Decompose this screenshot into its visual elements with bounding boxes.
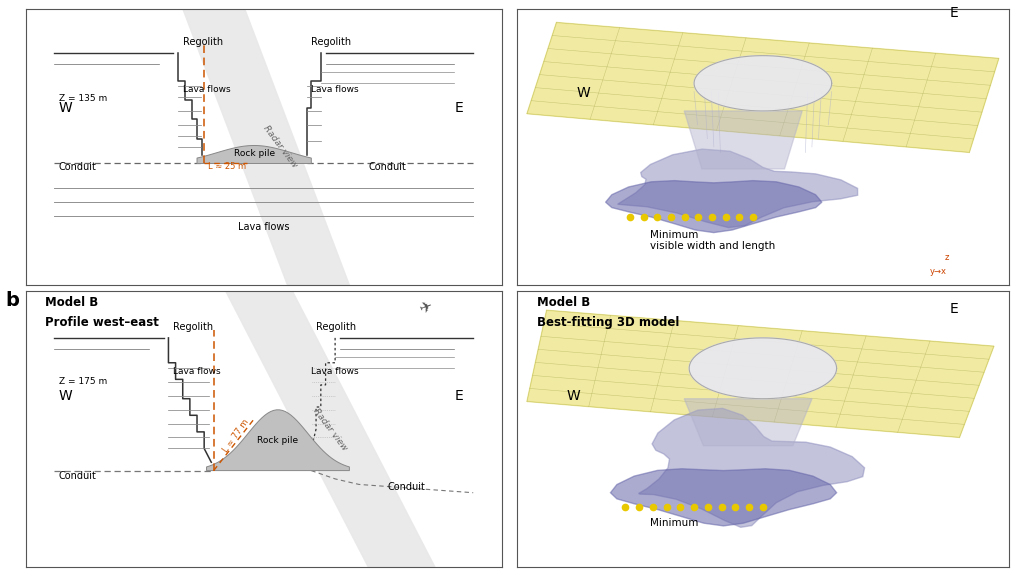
Text: W: W bbox=[59, 101, 73, 115]
Text: y→x: y→x bbox=[930, 267, 947, 276]
Text: Model B: Model B bbox=[45, 297, 98, 309]
Text: Conduit: Conduit bbox=[59, 162, 97, 172]
Polygon shape bbox=[527, 310, 994, 437]
Polygon shape bbox=[527, 22, 998, 153]
Polygon shape bbox=[225, 291, 435, 567]
Text: ✈: ✈ bbox=[417, 298, 434, 317]
Polygon shape bbox=[197, 146, 311, 164]
Text: Lava flows: Lava flows bbox=[311, 85, 359, 93]
Text: Regolith: Regolith bbox=[182, 37, 223, 47]
Text: Rock pile: Rock pile bbox=[257, 435, 299, 445]
Polygon shape bbox=[605, 181, 822, 233]
Polygon shape bbox=[610, 469, 837, 526]
Text: Profile west–east: Profile west–east bbox=[45, 316, 159, 329]
Text: Regolith: Regolith bbox=[311, 37, 351, 47]
Text: Lava flows: Lava flows bbox=[173, 367, 221, 376]
Text: Rock pile: Rock pile bbox=[233, 149, 274, 158]
Polygon shape bbox=[689, 338, 837, 399]
Text: Minimum
visible width and length: Minimum visible width and length bbox=[650, 230, 775, 252]
Polygon shape bbox=[684, 111, 802, 169]
Text: W: W bbox=[59, 389, 73, 403]
Text: Model B: Model B bbox=[537, 297, 590, 309]
Text: Conduit: Conduit bbox=[59, 471, 97, 481]
Text: Lava flows: Lava flows bbox=[238, 222, 290, 232]
Text: z: z bbox=[945, 253, 949, 262]
Text: E: E bbox=[455, 389, 463, 403]
Text: E: E bbox=[455, 101, 463, 115]
Polygon shape bbox=[617, 149, 858, 228]
Text: L ≈ 77 m: L ≈ 77 m bbox=[221, 418, 250, 454]
Text: Radar view: Radar view bbox=[261, 124, 299, 170]
Text: Lava flows: Lava flows bbox=[182, 85, 230, 93]
Text: Minimum: Minimum bbox=[650, 518, 698, 528]
Text: E: E bbox=[949, 302, 958, 316]
Text: Regolith: Regolith bbox=[316, 321, 356, 332]
Polygon shape bbox=[694, 56, 831, 111]
Text: L ≈ 25 m: L ≈ 25 m bbox=[208, 162, 246, 171]
Text: W: W bbox=[566, 389, 580, 403]
Text: Lava flows: Lava flows bbox=[311, 367, 359, 376]
Text: Regolith: Regolith bbox=[173, 321, 213, 332]
Polygon shape bbox=[207, 410, 349, 471]
Text: Conduit: Conduit bbox=[369, 162, 407, 172]
Text: Z = 135 m: Z = 135 m bbox=[59, 94, 108, 103]
Polygon shape bbox=[639, 408, 864, 527]
Text: Z = 175 m: Z = 175 m bbox=[59, 377, 108, 385]
Polygon shape bbox=[684, 399, 812, 446]
Text: Conduit: Conduit bbox=[387, 482, 425, 492]
Text: E: E bbox=[949, 6, 958, 20]
Text: Radar view: Radar view bbox=[311, 406, 349, 452]
Text: W: W bbox=[577, 86, 590, 100]
Text: Best-fitting 3D model: Best-fitting 3D model bbox=[537, 316, 679, 329]
Polygon shape bbox=[182, 9, 349, 285]
Text: b: b bbox=[5, 291, 19, 310]
